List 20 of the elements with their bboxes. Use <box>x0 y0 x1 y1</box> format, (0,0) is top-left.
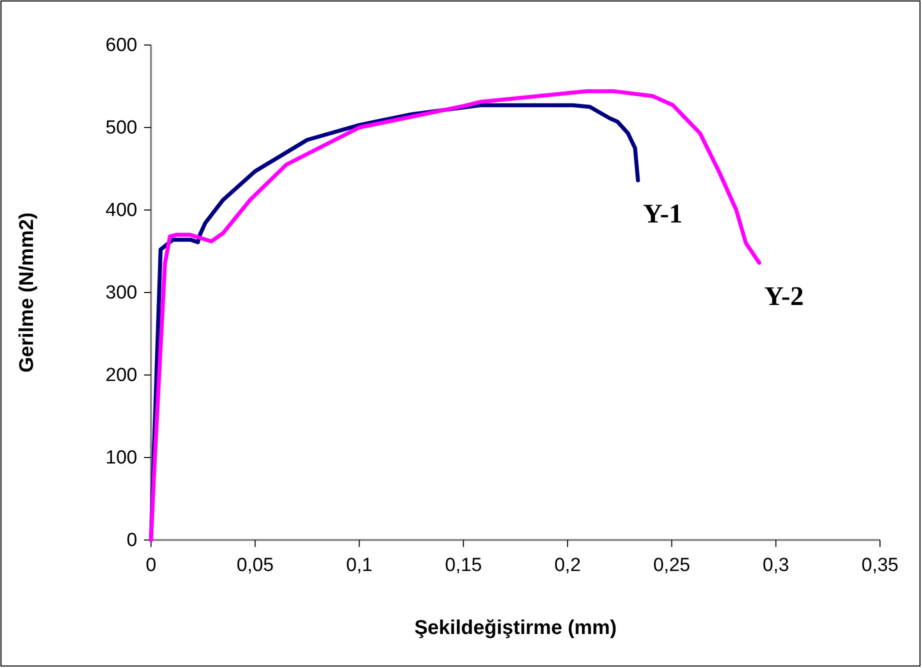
series-label: Y-2 <box>764 280 804 311</box>
x-tick-label: 0,35 <box>862 554 898 576</box>
y-tick-label: 100 <box>105 448 138 469</box>
y-tick-label: 0 <box>126 530 138 552</box>
x-tick-label: 0,2 <box>554 554 581 576</box>
x-tick-label: 0,05 <box>236 554 274 576</box>
line-series <box>149 89 762 542</box>
y-tick-label: 500 <box>105 118 138 139</box>
x-tick-label: 0,15 <box>444 554 482 576</box>
x-tick-label: 0,1 <box>346 554 372 576</box>
y-axis-title: Gerilme (N/mm2) <box>16 212 38 373</box>
y-tick-label: 600 <box>105 35 138 56</box>
x-tick-label: 0 <box>146 554 156 576</box>
x-tick-label: 0,25 <box>653 554 690 576</box>
y-tick-label: 400 <box>105 200 138 222</box>
x-tick-label: 0,3 <box>762 554 790 576</box>
series-label: Y-1 <box>642 198 682 228</box>
y-tick-label: 200 <box>105 365 138 386</box>
y-tick-label: 300 <box>105 282 138 304</box>
x-axis-title: Şekildeğiştirme (mm) <box>414 617 617 639</box>
